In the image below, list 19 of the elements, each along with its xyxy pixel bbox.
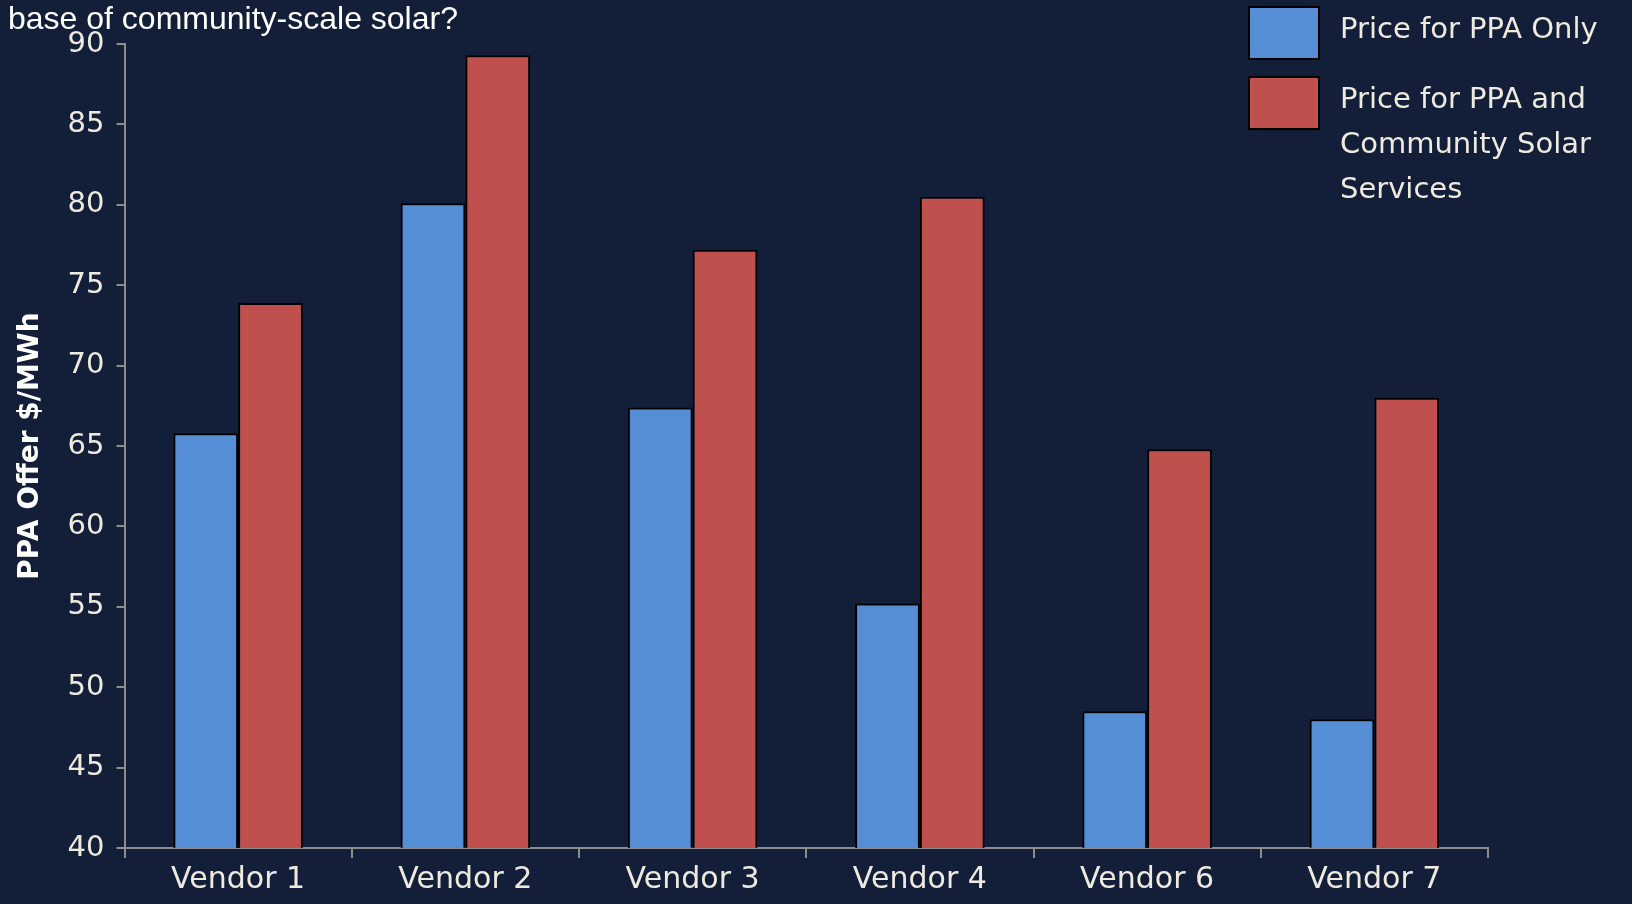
y-tick-label: 40: [67, 828, 105, 863]
y-tick-label: 60: [67, 506, 105, 541]
legend-label: Price for PPA Only: [1340, 10, 1598, 47]
legend-label: Price for PPA and Community Solar Services: [1340, 80, 1592, 207]
y-axis-title: PPA Offer $/MWh: [12, 312, 46, 580]
x-tick-label: Vendor 7: [1307, 859, 1442, 895]
x-tick-label: Vendor 6: [1080, 859, 1215, 895]
x-tick-label: Vendor 2: [398, 859, 533, 895]
y-tick-label: 75: [67, 265, 105, 300]
y-tick-label: 65: [67, 426, 105, 461]
x-tick-label: Vendor 4: [852, 859, 987, 895]
y-tick-label: 50: [67, 667, 105, 702]
x-tick-label: Vendor 3: [625, 859, 760, 895]
y-tick-label: 80: [67, 185, 105, 220]
y-tick-label: 55: [67, 587, 105, 622]
y-tick-label: 85: [67, 104, 105, 139]
y-tick-label: 70: [67, 346, 105, 381]
x-tick-label: Vendor 1: [171, 859, 306, 895]
y-tick-label: 45: [67, 748, 105, 783]
